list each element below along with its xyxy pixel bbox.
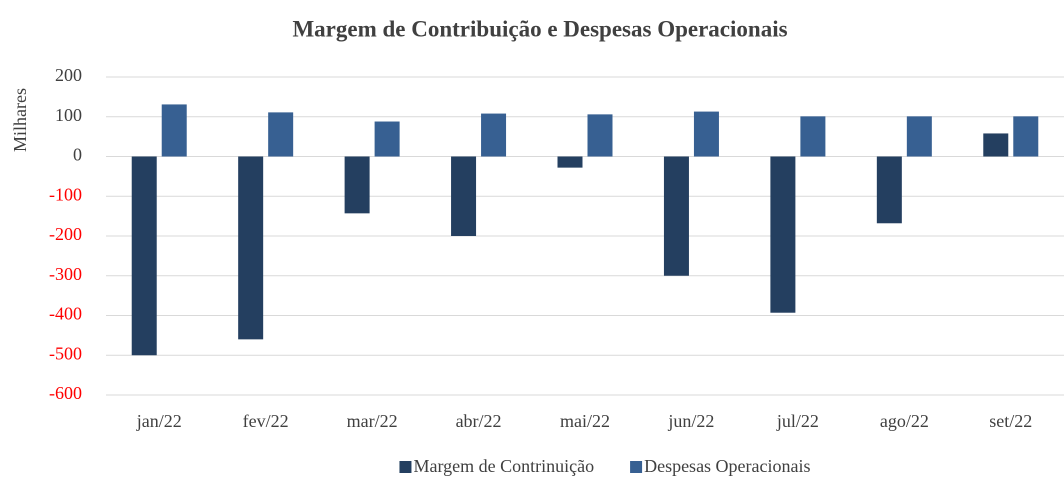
y-tick-label: -100 [49,184,82,204]
y-tick-label: 0 [73,145,82,165]
bar [557,156,583,168]
x-tick-label: abr/22 [456,411,502,431]
y-tick-label: -300 [49,264,82,284]
bar [906,116,932,157]
bar [800,116,826,157]
x-tick-label: fev/22 [243,411,289,431]
bar [481,113,507,157]
x-tick-label: jul/22 [776,411,819,431]
bar [451,156,477,236]
bar [770,156,796,313]
y-tick-label: -600 [49,383,82,403]
bar [131,156,157,356]
y-tick-label: -200 [49,224,82,244]
legend-label: Despesas Operacionais [644,456,810,476]
bar [268,112,294,157]
bar [983,133,1009,157]
x-tick-label: set/22 [989,411,1032,431]
legend-label: Margem de Contrinuição [413,456,594,476]
chart-title: Margem de Contribuição e Despesas Operac… [292,16,787,41]
bar [663,156,689,276]
legend-swatch [630,461,643,473]
bar [693,111,719,157]
legend-swatch [399,461,412,473]
x-tick-label: jan/22 [136,411,182,431]
x-tick-label: mai/22 [560,411,610,431]
y-axis-label: Milhares [10,88,30,152]
bar [374,121,400,157]
x-tick-label: ago/22 [880,411,929,431]
y-tick-label: -400 [49,304,82,324]
bar [344,156,370,214]
x-tick-label: mar/22 [347,411,398,431]
y-tick-label: 200 [55,65,82,85]
x-tick-label: jun/22 [667,411,714,431]
bar [161,104,187,157]
bar [238,156,264,340]
bar [876,156,902,224]
y-tick-label: -500 [49,343,82,363]
bar [1013,116,1039,157]
y-tick-label: 100 [55,105,82,125]
bar [587,114,613,157]
